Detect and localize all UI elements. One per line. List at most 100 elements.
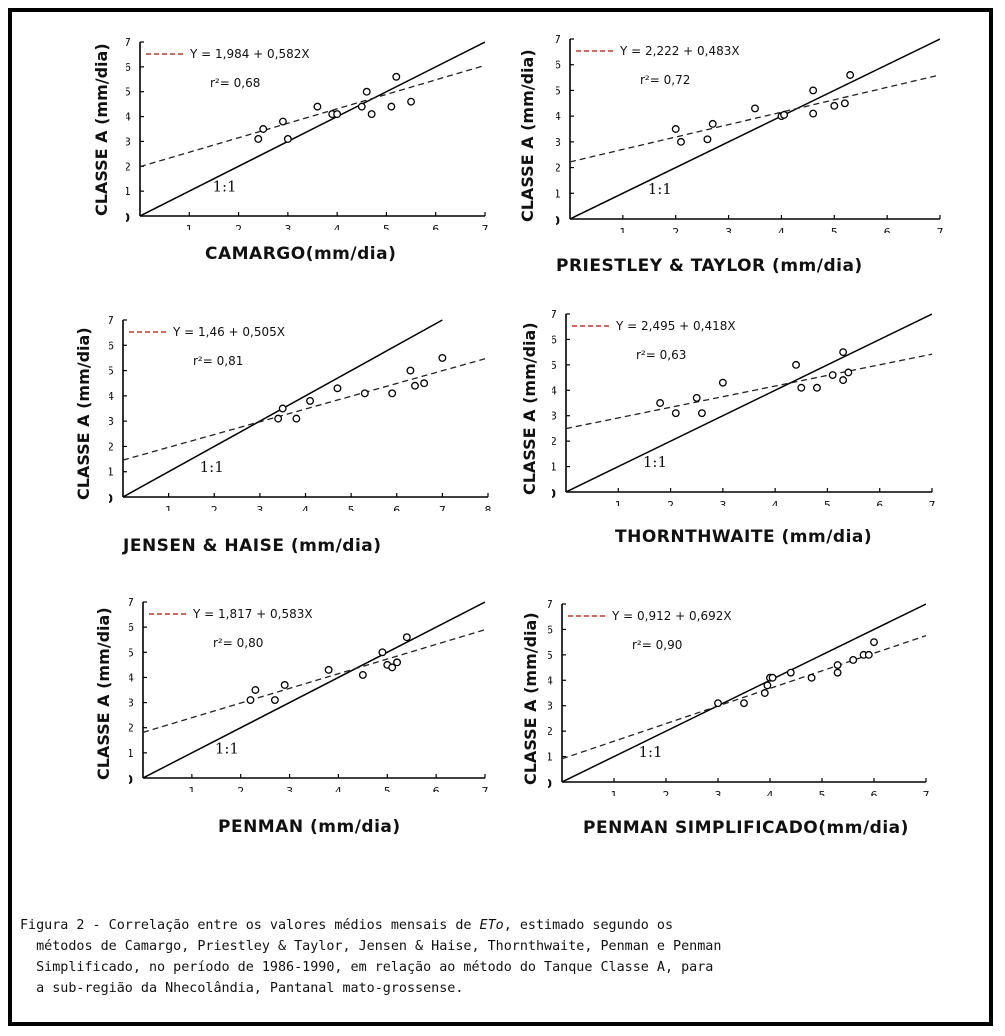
identity-label: 1:1 [215, 739, 239, 757]
identity-line [140, 41, 485, 216]
x-tick-label: 4 [772, 499, 779, 506]
x-tick-label: 3 [256, 504, 263, 511]
x-tick-label: 5 [819, 789, 826, 796]
x-tick-label: 4 [302, 504, 309, 511]
x-axis-label: JENSEN & HAISE (mm/dia) [123, 536, 382, 556]
y-tick-label: 6 [109, 339, 114, 352]
data-point [388, 389, 397, 398]
data-point [324, 665, 333, 674]
y-tick-label: 5 [548, 649, 553, 662]
data-point [306, 396, 315, 405]
x-tick-label: 7 [929, 499, 936, 506]
x-tick-label: 3 [725, 226, 732, 233]
chart-1-svg: 1 2 3 4 5 6 7 1 2 3 4 5 6 7 0 Y = 1,984 + 0,582X r²= 0,6… [126, 36, 489, 230]
x-tick-label: 4 [778, 226, 785, 233]
origin-label: 0 [126, 211, 130, 225]
y-tick-label: 4 [129, 671, 134, 684]
x-tick-label: 2 [667, 499, 674, 506]
data-point [411, 381, 419, 390]
y-tick-label: 1 [548, 751, 553, 764]
identity-line [566, 313, 932, 492]
data-point [833, 661, 842, 669]
x-tick-label: 7 [923, 789, 930, 796]
r2-label: r²= 0,68 [210, 76, 260, 90]
x-tick-label: 6 [393, 504, 400, 511]
y-axis-label: CLASSE A (mm/dia) [518, 49, 537, 222]
data-point [768, 673, 777, 682]
caption-italic: ETo [479, 918, 504, 933]
y-tick-label: 2 [129, 722, 134, 735]
data-point [763, 681, 772, 690]
data-point [807, 673, 816, 682]
caption-prefix: Figura 2 - Correlação entre os valores m… [20, 918, 480, 933]
y-tick-label: 6 [556, 59, 561, 72]
data-point [278, 117, 287, 126]
x-tick-label: 7 [482, 785, 489, 792]
data-point [274, 414, 283, 423]
x-tick-label: 4 [767, 789, 774, 796]
identity-line [143, 601, 485, 778]
y-tick-label: 2 [548, 725, 553, 738]
data-point [671, 409, 680, 418]
data-point [333, 110, 342, 119]
data-point [259, 125, 268, 133]
data-point [797, 383, 806, 392]
x-tick-label: 3 [719, 499, 726, 506]
data-point [780, 110, 789, 119]
x-axis-label: PENMAN SIMPLIFICADO(mm/dia) [583, 818, 909, 838]
origin-label: 0 [109, 492, 113, 506]
y-tick-label: 6 [548, 623, 553, 636]
y-tick-label: 4 [548, 674, 553, 687]
y-tick-label: 6 [552, 333, 557, 346]
r2-label: r²= 0,72 [640, 73, 690, 87]
data-point [846, 71, 855, 79]
x-tick-label: 4 [335, 785, 342, 792]
data-point [839, 348, 848, 357]
x-tick-label: 1 [615, 499, 622, 506]
y-tick-label: 7 [129, 596, 134, 609]
data-point [813, 383, 821, 392]
x-axis-label: PRIESTLEY & TAYLOR (mm/dia) [556, 256, 863, 276]
y-tick-label: 2 [109, 440, 114, 453]
y-tick-label: 5 [552, 359, 557, 372]
x-tick-label: 6 [432, 223, 439, 230]
x-tick-label: 5 [383, 223, 390, 230]
x-tick-label: 7 [439, 504, 446, 511]
data-point [378, 648, 387, 657]
y-tick-label: 3 [548, 700, 553, 713]
data-point [677, 137, 685, 146]
x-tick-label: 2 [663, 789, 670, 796]
x-tick-label: 7 [937, 226, 944, 233]
x-tick-label: 3 [286, 785, 293, 792]
data-point [849, 655, 858, 664]
x-tick-label: 1 [619, 226, 626, 233]
y-tick-label: 7 [109, 314, 114, 327]
data-point [367, 110, 376, 119]
data-point [839, 376, 848, 385]
data-point [692, 393, 701, 402]
y-tick-label: 7 [548, 598, 553, 611]
regression-line [123, 357, 488, 461]
y-tick-label: 1 [109, 466, 114, 479]
x-tick-label: 5 [348, 504, 355, 511]
equation-label: Y = 2,222 + 0,483X [619, 44, 740, 58]
y-axis-label: CLASSE A (mm/dia) [521, 612, 540, 785]
identity-label: 1:1 [648, 180, 672, 198]
x-axis-label: THORNTHWAITE (mm/dia) [615, 527, 873, 547]
origin-label: 0 [552, 487, 556, 501]
regression-line [140, 64, 485, 168]
y-tick-label: 5 [109, 365, 114, 378]
data-point [292, 414, 301, 423]
x-tick-label: 4 [334, 223, 341, 230]
data-point [402, 633, 411, 642]
identity-label: 1:1 [643, 453, 667, 471]
y-axis-label: CLASSE A (mm/dia) [92, 43, 111, 216]
y-tick-label: 5 [556, 84, 561, 97]
data-point [786, 668, 795, 677]
regression-line [143, 629, 485, 733]
chart-6-svg: 1 2 3 4 5 6 7 1 2 3 4 5 6 7 0 Y = 0,912 + 0,692X r²= 0,9… [548, 598, 930, 796]
y-tick-label: 3 [556, 136, 561, 149]
y-tick-label: 1 [129, 747, 134, 760]
equation-label: Y = 1,46 + 0,505X [172, 325, 285, 339]
